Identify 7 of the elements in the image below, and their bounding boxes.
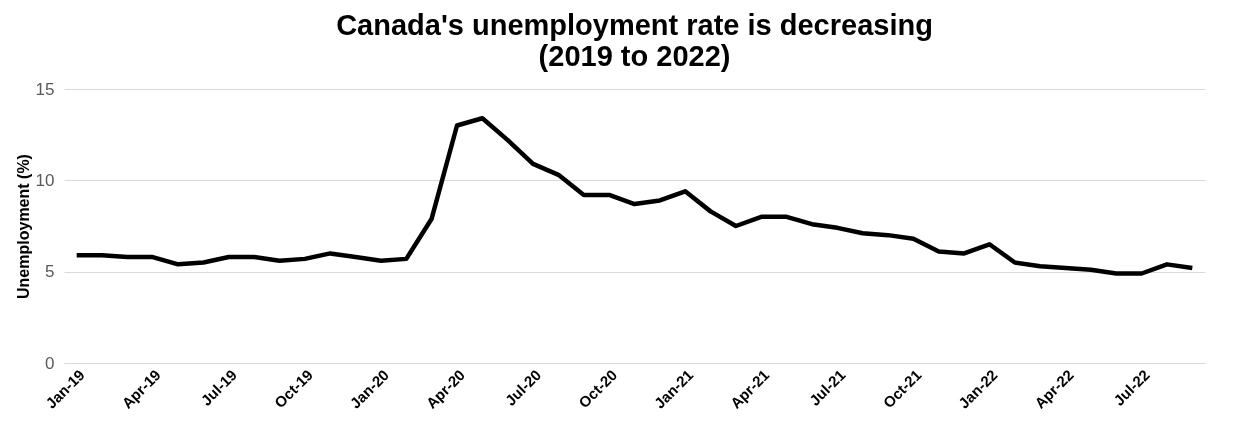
y-tick-label: 15 bbox=[35, 79, 55, 99]
y-tick-label: 10 bbox=[35, 170, 55, 190]
y-tick-label: 0 bbox=[45, 353, 55, 373]
y-axis-title: Unemployment (%) bbox=[14, 154, 32, 299]
chart-title: Canada's unemployment rate is decreasing (2019 to 2022) bbox=[336, 9, 933, 72]
y-tick-label: 5 bbox=[45, 262, 55, 282]
line-series bbox=[74, 115, 1195, 276]
